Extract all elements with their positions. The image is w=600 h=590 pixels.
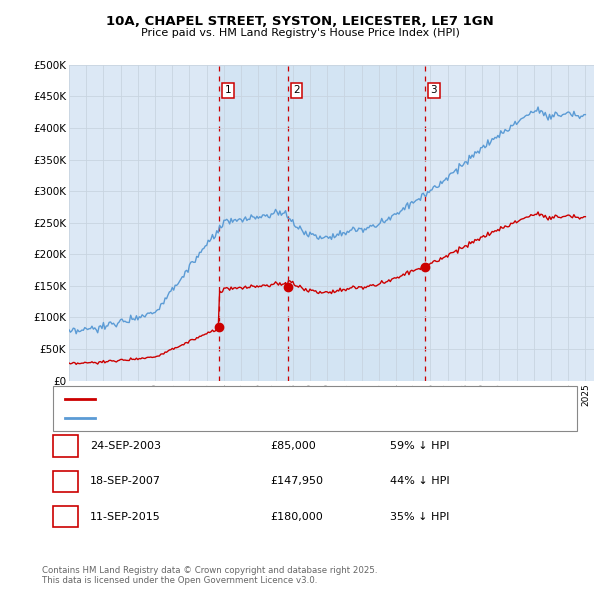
Bar bbox=[288, 65, 425, 381]
Bar bbox=[219, 65, 288, 381]
Text: 11-SEP-2015: 11-SEP-2015 bbox=[90, 512, 161, 522]
Text: 35% ↓ HPI: 35% ↓ HPI bbox=[390, 512, 449, 522]
Text: 44% ↓ HPI: 44% ↓ HPI bbox=[390, 477, 449, 486]
Text: 3: 3 bbox=[62, 512, 69, 522]
Text: 59% ↓ HPI: 59% ↓ HPI bbox=[390, 441, 449, 451]
Text: 10A, CHAPEL STREET, SYSTON, LEICESTER, LE7 1GN: 10A, CHAPEL STREET, SYSTON, LEICESTER, L… bbox=[106, 15, 494, 28]
Text: Contains HM Land Registry data © Crown copyright and database right 2025.
This d: Contains HM Land Registry data © Crown c… bbox=[42, 566, 377, 585]
Text: 2: 2 bbox=[293, 85, 300, 95]
Text: £180,000: £180,000 bbox=[270, 512, 323, 522]
Text: HPI: Average price, detached house, Charnwood: HPI: Average price, detached house, Char… bbox=[101, 412, 337, 422]
Text: £147,950: £147,950 bbox=[270, 477, 323, 486]
Text: 24-SEP-2003: 24-SEP-2003 bbox=[90, 441, 161, 451]
Text: Price paid vs. HM Land Registry's House Price Index (HPI): Price paid vs. HM Land Registry's House … bbox=[140, 28, 460, 38]
Text: 3: 3 bbox=[430, 85, 437, 95]
Text: 18-SEP-2007: 18-SEP-2007 bbox=[90, 477, 161, 486]
Text: 2: 2 bbox=[62, 477, 69, 486]
Text: 1: 1 bbox=[62, 441, 69, 451]
Text: £85,000: £85,000 bbox=[270, 441, 316, 451]
Text: 1: 1 bbox=[224, 85, 231, 95]
Text: 10A, CHAPEL STREET, SYSTON, LEICESTER, LE7 1GN (detached house): 10A, CHAPEL STREET, SYSTON, LEICESTER, L… bbox=[101, 394, 446, 404]
